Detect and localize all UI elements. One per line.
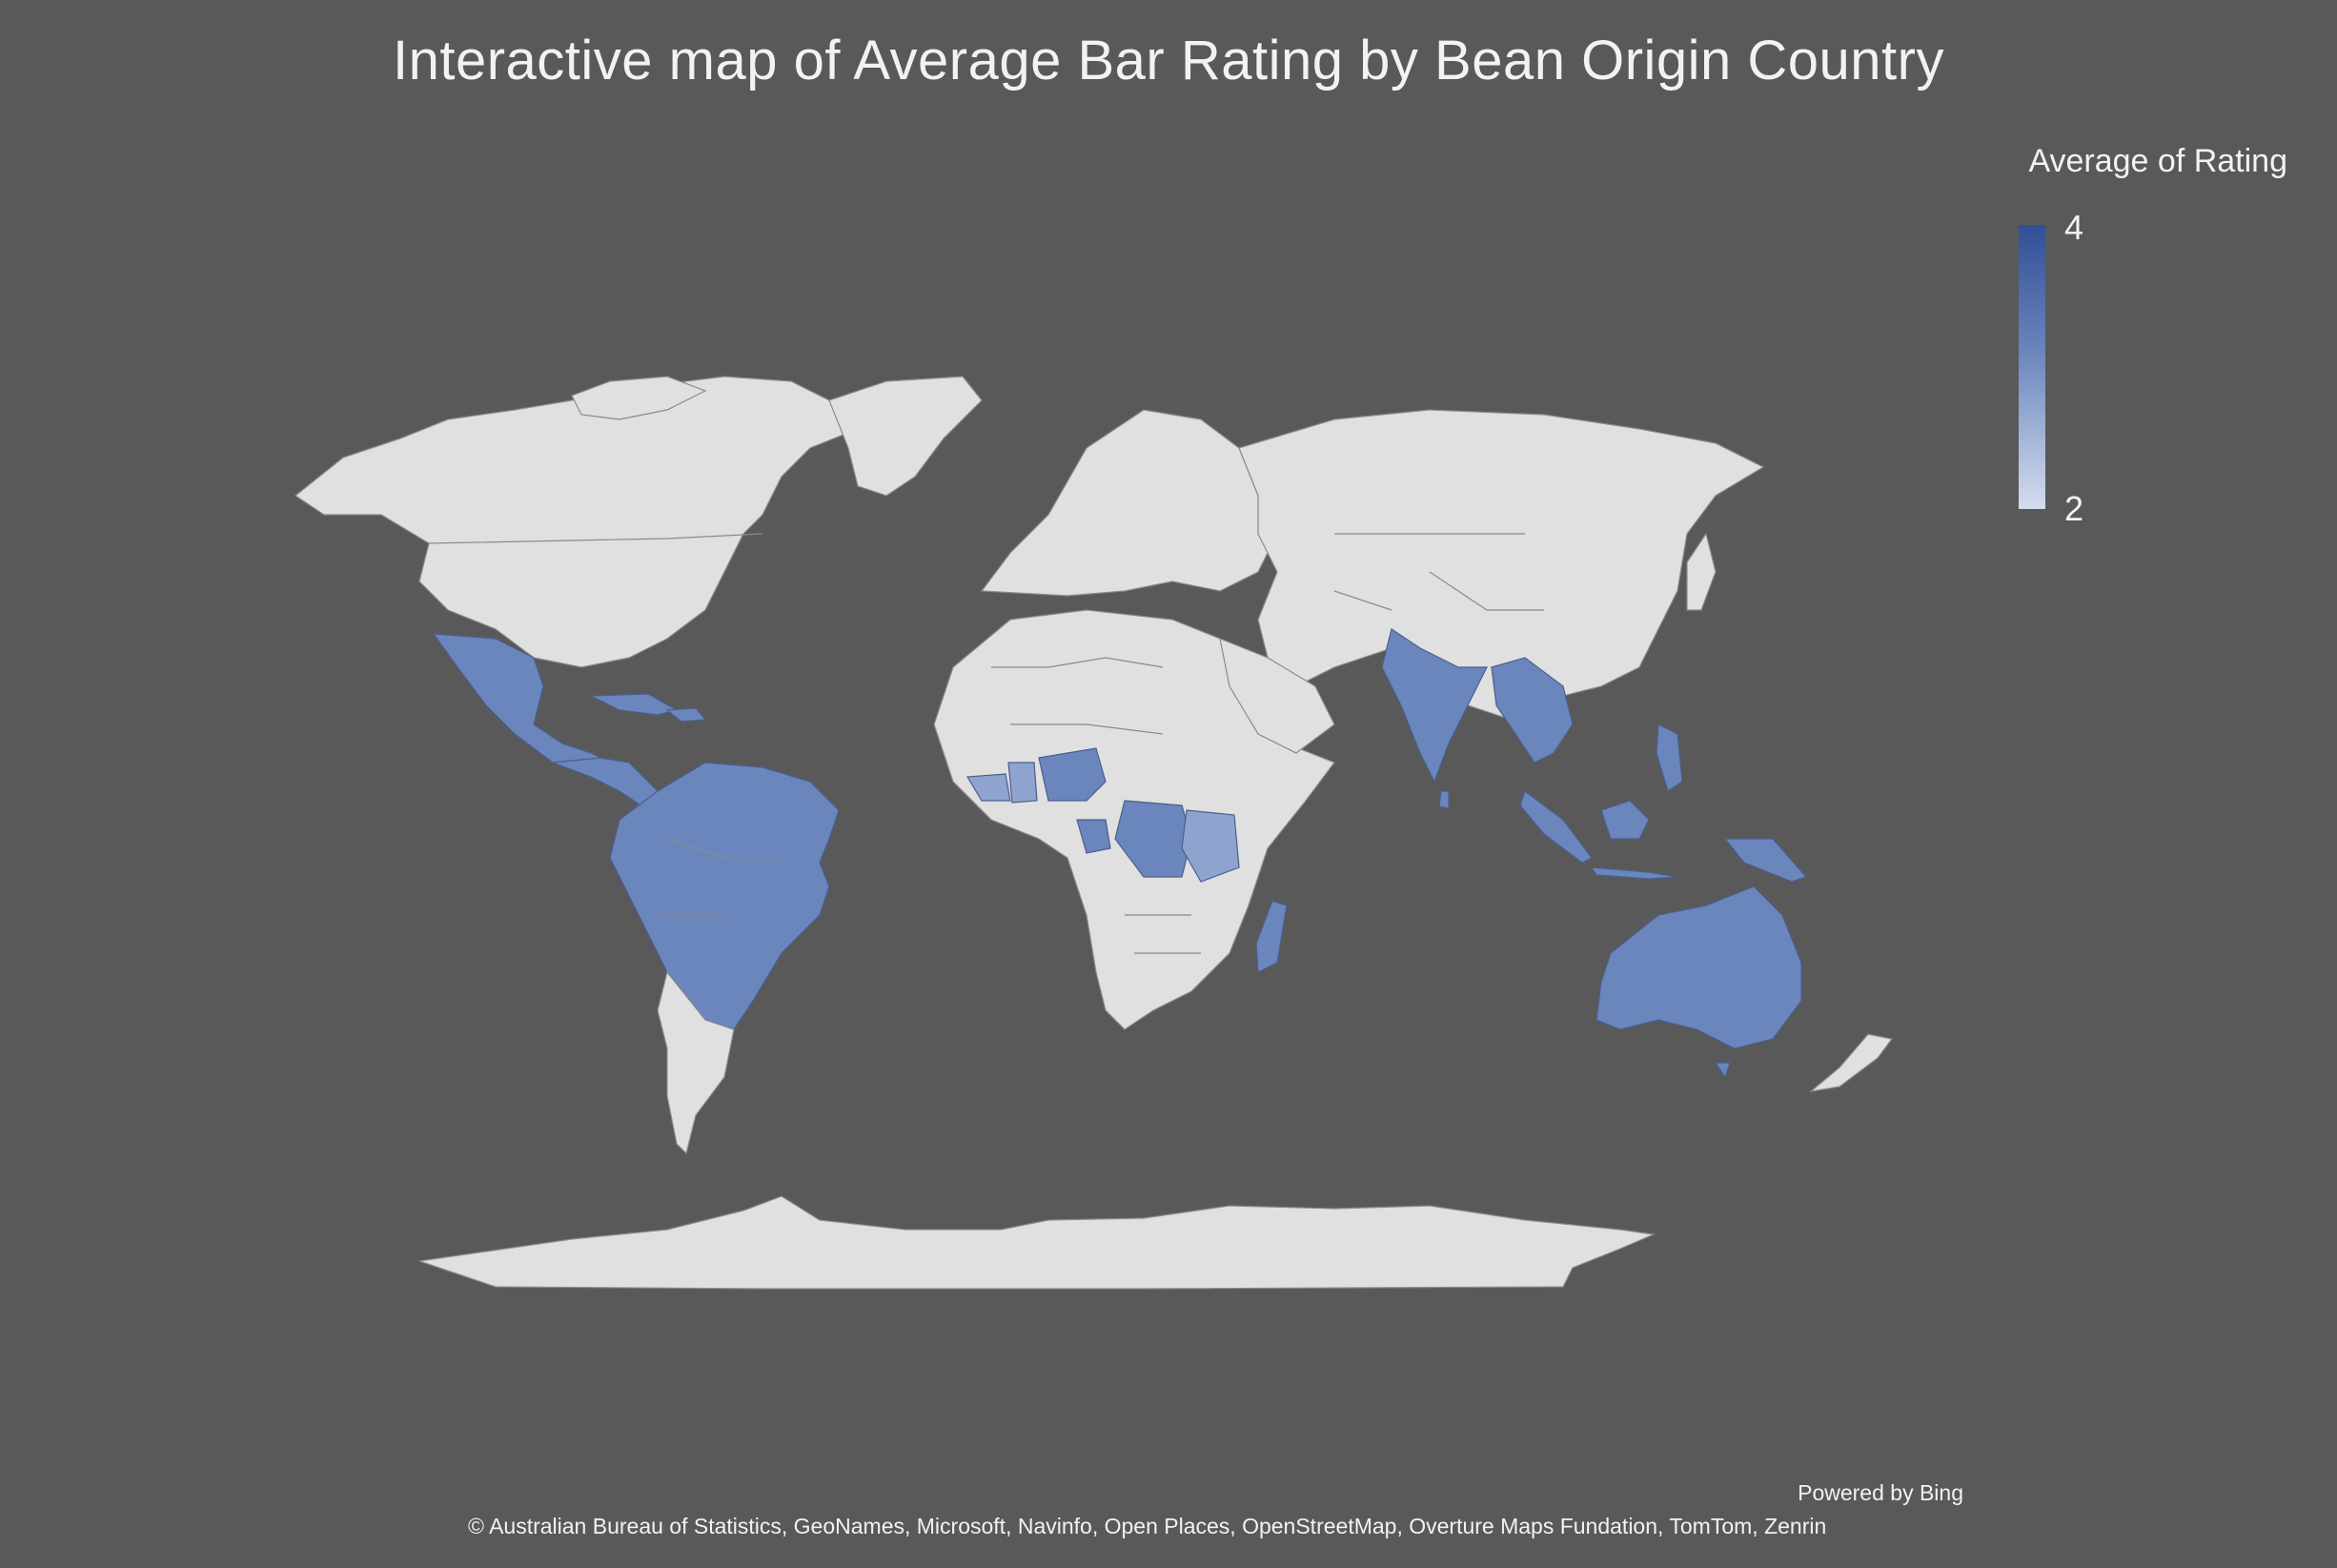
antarctica-landmass[interactable] [418, 1195, 1656, 1290]
copyright-attribution: © Australian Bureau of Statistics, GeoNa… [468, 1514, 1827, 1538]
asia-landmass[interactable] [1238, 409, 1765, 725]
arabian-peninsula-landmass[interactable] [1219, 638, 1335, 754]
west-africa-light-country[interactable] [965, 773, 1011, 802]
central-africa-country[interactable] [1114, 800, 1192, 878]
africa-internal-borders [991, 657, 1201, 954]
indochina-country[interactable] [1491, 657, 1574, 764]
legend-color-scale [2019, 225, 2045, 509]
arctic-islands-landmass[interactable] [571, 376, 707, 420]
tanzania-light-country[interactable] [1181, 809, 1240, 883]
new-zealand-country[interactable] [1808, 1033, 1894, 1092]
greenland-landmass[interactable] [828, 376, 983, 497]
madagascar-country[interactable] [1255, 900, 1288, 973]
congo-country[interactable] [1076, 819, 1111, 854]
india-country[interactable] [1381, 628, 1488, 784]
europe-landmass[interactable] [980, 409, 1278, 597]
legend-min-label: 2 [2064, 489, 2084, 528]
tasmania-island[interactable] [1714, 1062, 1731, 1079]
java-island[interactable] [1590, 866, 1678, 880]
powered-by-label: Powered by Bing [1798, 1480, 1963, 1505]
borneo-island[interactable] [1600, 800, 1650, 840]
map-title: Interactive map of Average Bar Rating by… [392, 30, 1944, 92]
north-america-landmass[interactable] [294, 376, 860, 668]
nigeria-country[interactable] [1038, 747, 1107, 802]
southern-cone-landmass[interactable] [657, 970, 735, 1155]
ghana-region-country[interactable] [1007, 762, 1038, 804]
hispaniola-island[interactable] [665, 707, 707, 723]
caribbean-islands[interactable] [590, 693, 679, 716]
south-america-internal-borders [658, 838, 782, 916]
south-america-rated-region[interactable] [609, 762, 840, 1030]
sri-lanka-country[interactable] [1438, 790, 1450, 809]
legend-max-label: 4 [2064, 208, 2084, 247]
us-canada-border [428, 533, 763, 544]
new-guinea-island[interactable] [1723, 838, 1808, 883]
japan-country[interactable] [1686, 532, 1717, 611]
asia-internal-borders [1333, 533, 1544, 611]
philippines-islands[interactable] [1656, 723, 1683, 792]
legend-title: Average of Rating [2028, 143, 2287, 179]
australia-country[interactable] [1595, 886, 1802, 1049]
sumatra-island[interactable] [1519, 790, 1593, 864]
